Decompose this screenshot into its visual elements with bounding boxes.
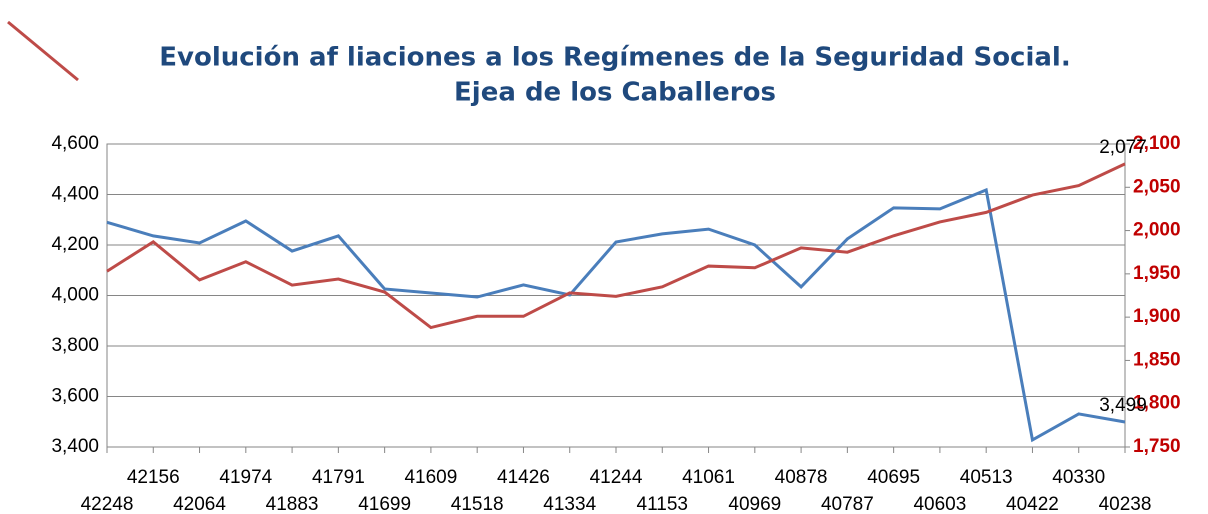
y2-tick-label: 1,750: [1133, 436, 1181, 457]
x-tick-label: 40695: [867, 467, 920, 488]
y2-tick-label: 1,950: [1133, 263, 1181, 284]
x-tick-label: 42248: [81, 494, 134, 514]
x-tick-label: 41061: [682, 467, 735, 488]
x-tick-label: 41609: [404, 467, 457, 488]
x-tick-label: 40513: [960, 467, 1013, 488]
x-tick-label: 41518: [451, 494, 504, 514]
y-tick-label: 4,400: [51, 184, 99, 205]
x-tick-label: 41883: [266, 494, 319, 514]
x-tick-label: 40603: [913, 494, 966, 514]
y-tick-label: 3,600: [51, 386, 99, 407]
y-tick-label: 4,000: [51, 285, 99, 306]
data-label: 2,077: [1099, 137, 1147, 158]
x-tick-label: 41974: [219, 467, 272, 488]
y-tick-label: 4,200: [51, 234, 99, 255]
x-tick-label: 42064: [173, 494, 226, 514]
x-tick-label: 41334: [543, 494, 596, 514]
data-label: 3,499: [1099, 395, 1147, 416]
chart-title: Ejea de los Caballeros: [454, 78, 776, 108]
y2-tick-label: 1,900: [1133, 306, 1181, 327]
y2-tick-label: 1,800: [1133, 393, 1181, 414]
x-tick-label: 40330: [1052, 467, 1105, 488]
decoration: [7, 20, 79, 82]
x-tick-label: 41153: [637, 494, 688, 514]
x-tick-label: 40878: [775, 467, 828, 488]
y2-tick-label: 1,850: [1133, 349, 1181, 370]
x-tick-label: 41426: [497, 467, 550, 488]
y2-tick-label: 2,050: [1133, 176, 1181, 197]
chart-title: Evolución af liaciones a los Regímenes d…: [159, 43, 1070, 73]
x-tick-label: 40787: [821, 494, 874, 514]
y2-tick-label: 2,000: [1133, 220, 1181, 241]
x-tick-label: 40969: [728, 494, 781, 514]
y-tick-label: 3,400: [51, 436, 99, 457]
y-tick-label: 4,600: [51, 133, 99, 154]
x-tick-label: 40238: [1099, 494, 1152, 514]
series-line: [106, 162, 1126, 330]
x-tick-label: 41244: [590, 467, 643, 488]
x-tick-label: 42156: [127, 467, 180, 488]
y-tick-label: 3,800: [51, 335, 99, 356]
x-tick-label: 40422: [1006, 494, 1059, 514]
x-tick-label: 41791: [312, 467, 365, 488]
series-line: [106, 187, 1126, 443]
x-tick-label: 41699: [358, 494, 411, 514]
y2-tick-label: 2,100: [1133, 133, 1181, 154]
